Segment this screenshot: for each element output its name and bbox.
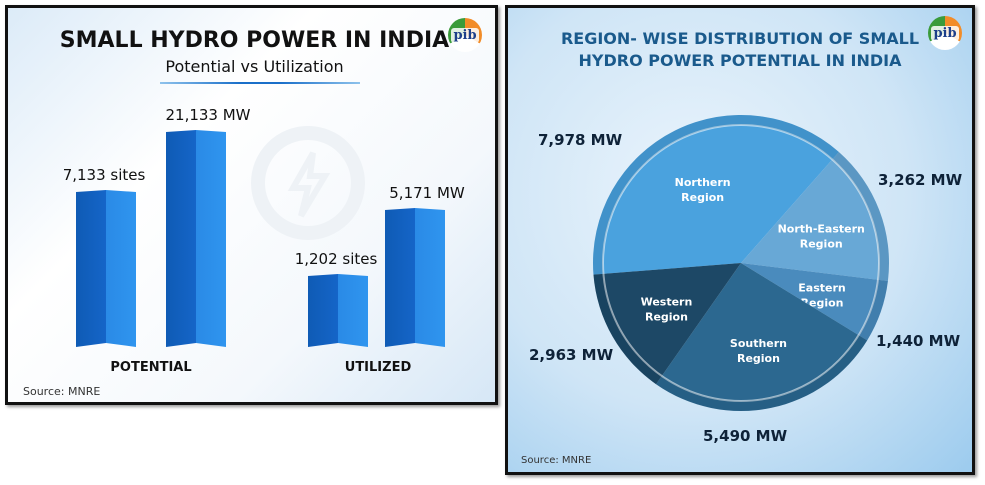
logo-text: pib [451, 27, 479, 43]
title-underline [160, 82, 360, 84]
chart-title: SMALL HYDRO POWER IN INDIA [59, 28, 450, 53]
data-label: 5,171 MW [389, 184, 465, 203]
pie-inner-ring [602, 124, 880, 402]
slice-label: Region [737, 352, 780, 365]
slice-label: Eastern [798, 281, 845, 294]
bar-potential-sites [76, 190, 136, 347]
slice-label: Northern [675, 176, 731, 189]
chart-subtitle: Potential vs Utilization [165, 57, 344, 76]
bar-potential-mw [166, 130, 226, 347]
bar-utilized-mw [385, 208, 445, 347]
slice-label: Region [681, 191, 724, 204]
slice-label: Western [641, 296, 693, 309]
value-label-western: 2,963 MW [529, 346, 614, 364]
value-label-northern: 7,978 MW [538, 131, 623, 149]
pie-slice-southern-region [656, 263, 868, 412]
chart-title-line1: REGION- WISE DISTRIBUTION OF SMALL [560, 29, 920, 48]
pie-slice-eastern-region [741, 263, 888, 341]
value-label-north-eastern: 3,262 MW [878, 171, 963, 189]
pib-logo: pib [928, 16, 962, 50]
potential-vs-utilization-panel: pib SMALL HYDRO POWER IN INDIA Potential… [5, 5, 498, 405]
chart-title-line2: HYDRO POWER POTENTIAL IN INDIA [578, 51, 902, 70]
pie-outer-band [593, 115, 889, 411]
value-label-southern: 5,490 MW [703, 427, 788, 445]
slice-label: North-Eastern [778, 223, 865, 236]
pie-chart: Northern Region North-Eastern Region Eastern… [593, 114, 889, 412]
slice-label: Region [800, 238, 843, 251]
category-label-utilized: UTILIZED [344, 360, 412, 375]
data-label: 7,133 sites [62, 165, 146, 184]
slice-label: Southern [730, 337, 787, 350]
bar-utilized-sites [308, 274, 368, 347]
value-label-eastern: 1,440 MW [876, 332, 961, 350]
logo-text: pib [931, 25, 959, 41]
gear-lightning-watermark-icon [251, 126, 365, 240]
pie-slice-north-eastern-region [741, 151, 889, 281]
category-label-potential: POTENTIAL [110, 360, 192, 375]
source-note: Source: MNRE [23, 385, 101, 398]
pie-slice-western-region [593, 263, 741, 385]
source-note: Source: MNRE [521, 455, 592, 466]
region-distribution-panel: pib REGION- WISE DISTRIBUTION OF SMALL H… [505, 5, 975, 475]
pib-logo: pib [448, 18, 482, 52]
data-label: 21,133 MW [165, 106, 251, 125]
data-label: 1,202 sites [294, 249, 378, 268]
slice-label: Region [645, 311, 688, 324]
slice-label: Region [801, 296, 844, 309]
